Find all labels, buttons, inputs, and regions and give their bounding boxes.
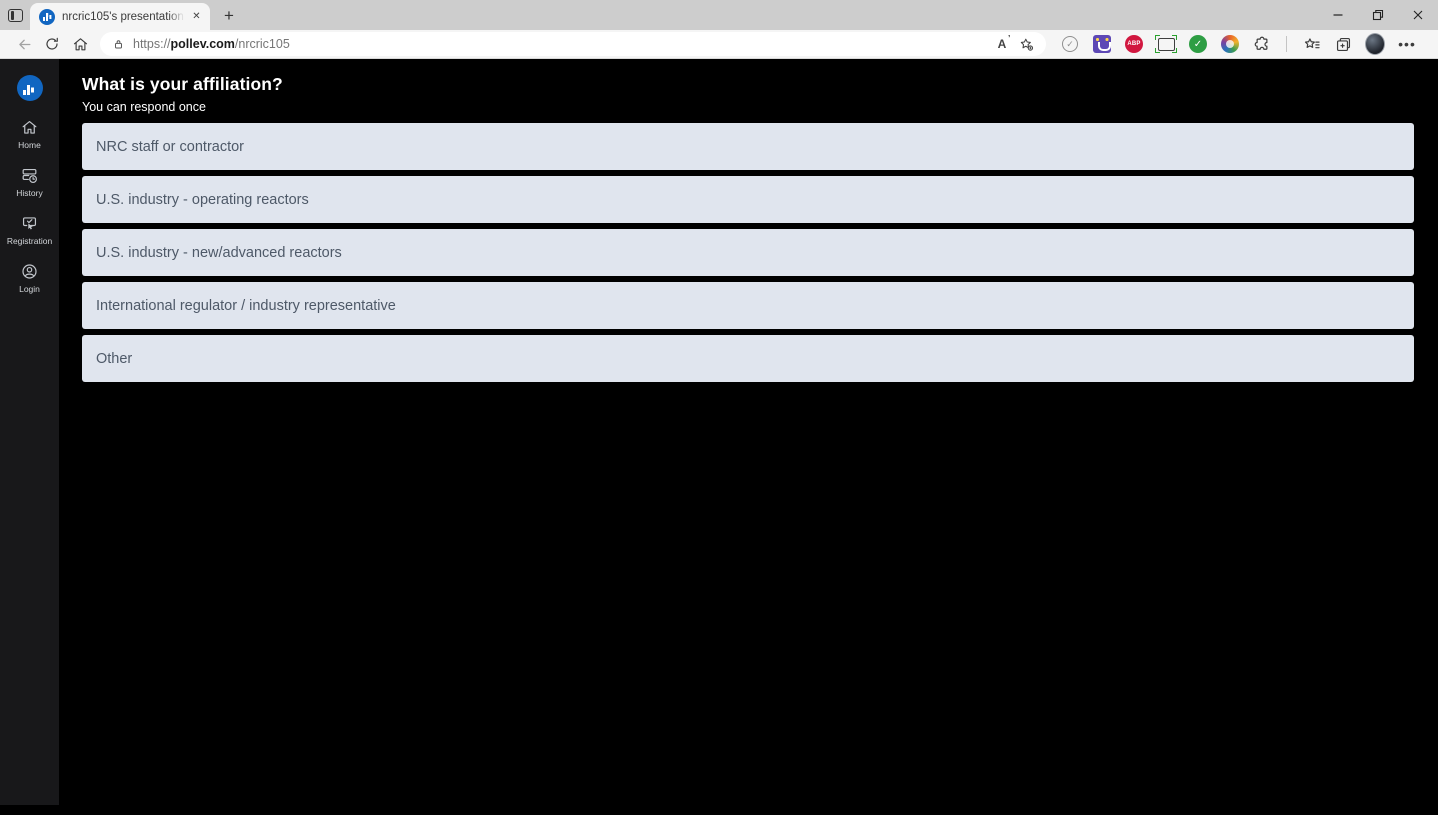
poll-instruction: You can respond once bbox=[82, 100, 206, 114]
url-scheme: https:// bbox=[133, 37, 171, 51]
poll-question: What is your affiliation? bbox=[82, 74, 283, 94]
home-button[interactable] bbox=[66, 32, 94, 56]
sidebar-item-registration[interactable]: Registration bbox=[0, 214, 59, 248]
adblock-plus-button[interactable]: ABP bbox=[1124, 34, 1144, 54]
restore-icon bbox=[1372, 9, 1384, 21]
poll-option[interactable]: U.S. industry - operating reactors bbox=[82, 176, 1414, 223]
home-icon bbox=[73, 37, 87, 50]
registration-icon bbox=[22, 217, 37, 230]
puzzle-piece-icon bbox=[1254, 36, 1268, 50]
poll-options: NRC staff or contractor U.S. industry - … bbox=[82, 123, 1414, 382]
sidebar-item-label: Registration bbox=[6, 236, 53, 246]
poll-option[interactable]: U.S. industry - new/advanced reactors bbox=[82, 229, 1414, 276]
profile-avatar bbox=[1365, 33, 1385, 55]
colorful-swirl-icon bbox=[1221, 35, 1239, 53]
sidebar-item-label: History bbox=[16, 188, 43, 198]
read-aloud-button[interactable]: A ❜ bbox=[990, 34, 1014, 54]
close-window-button[interactable] bbox=[1398, 0, 1438, 30]
tab-title: nrcric105's presentation | Poll Eve bbox=[62, 10, 187, 23]
extensions-area: ✓ ABP ✓ ••• bbox=[1060, 33, 1417, 55]
page-content: Home History Registration Login What is … bbox=[0, 59, 1438, 815]
refresh-icon bbox=[46, 37, 58, 50]
poll-main: What is your affiliation? You can respon… bbox=[59, 59, 1438, 815]
restore-button[interactable] bbox=[1358, 0, 1398, 30]
poll-everywhere-logo-icon bbox=[16, 75, 43, 101]
history-icon bbox=[22, 168, 37, 183]
address-bar[interactable]: https://pollev.com/nrcric105 A ❜ bbox=[100, 32, 1046, 56]
sidebar-item-label: Home bbox=[18, 140, 41, 150]
close-icon bbox=[1413, 10, 1423, 20]
green-check-icon: ✓ bbox=[1189, 35, 1207, 53]
screenshot-frame-icon bbox=[1155, 35, 1177, 53]
minimize-button[interactable] bbox=[1318, 0, 1358, 30]
tab-close-icon[interactable]: ✕ bbox=[192, 11, 201, 22]
sidebar-item-home[interactable]: Home bbox=[0, 118, 59, 152]
circled-check-extension-button[interactable]: ✓ bbox=[1060, 34, 1080, 54]
sidebar-item-label: Login bbox=[19, 284, 40, 294]
browser-toolbar: https://pollev.com/nrcric105 A ❜ ✓ ABP ✓ bbox=[0, 30, 1438, 59]
back-button[interactable] bbox=[10, 32, 38, 56]
favorites-add-button[interactable] bbox=[1014, 34, 1038, 54]
sidebar-item-login[interactable]: Login bbox=[0, 262, 59, 296]
extensions-menu-button[interactable] bbox=[1252, 34, 1272, 54]
star-gear-icon bbox=[1020, 38, 1033, 51]
url-domain: pollev.com bbox=[170, 37, 235, 51]
poll-option[interactable]: NRC staff or contractor bbox=[82, 123, 1414, 170]
read-aloud-icon: A ❜ bbox=[997, 35, 1011, 51]
green-check-extension-button[interactable]: ✓ bbox=[1188, 34, 1208, 54]
home-icon bbox=[22, 120, 37, 134]
sidebar-item-history[interactable]: History bbox=[0, 166, 59, 200]
minimize-icon bbox=[1333, 14, 1343, 16]
profile-button[interactable] bbox=[1365, 33, 1385, 55]
circled-check-icon: ✓ bbox=[1062, 36, 1078, 52]
browser-titlebar: nrcric105's presentation | Poll Eve ✕ + bbox=[0, 0, 1438, 30]
favorites-star-list-icon bbox=[1304, 37, 1320, 48]
toolbar-divider bbox=[1286, 36, 1287, 52]
purple-extension-button[interactable] bbox=[1092, 34, 1112, 54]
url-text[interactable]: https://pollev.com/nrcric105 bbox=[133, 37, 990, 51]
poll-option[interactable]: International regulator / industry repre… bbox=[82, 282, 1414, 329]
collections-button[interactable] bbox=[1333, 34, 1353, 54]
adblock-plus-icon: ABP bbox=[1125, 35, 1143, 53]
poll-option[interactable]: Other bbox=[82, 335, 1414, 382]
login-person-icon bbox=[22, 264, 37, 279]
browser-tab[interactable]: nrcric105's presentation | Poll Eve ✕ bbox=[30, 3, 210, 30]
new-tab-button[interactable]: + bbox=[224, 6, 234, 25]
colorful-extension-button[interactable] bbox=[1220, 34, 1240, 54]
screenshot-extension-button[interactable] bbox=[1155, 34, 1177, 54]
sidebar: Home History Registration Login bbox=[0, 59, 59, 805]
collections-icon bbox=[1336, 37, 1350, 51]
tab-actions-menu-button[interactable] bbox=[0, 0, 30, 30]
favorites-hub-button[interactable] bbox=[1301, 34, 1321, 54]
refresh-button[interactable] bbox=[38, 32, 66, 56]
purple-extension-icon bbox=[1093, 35, 1111, 53]
lock-icon[interactable] bbox=[112, 38, 125, 51]
url-path: /nrcric105 bbox=[234, 37, 290, 51]
poll-everywhere-favicon-icon bbox=[39, 8, 55, 25]
window-controls bbox=[1318, 0, 1438, 30]
back-arrow-icon bbox=[18, 39, 30, 49]
settings-more-button[interactable]: ••• bbox=[1397, 34, 1417, 54]
more-dots-icon: ••• bbox=[1398, 36, 1416, 52]
tab-actions-menu-icon bbox=[7, 8, 23, 22]
